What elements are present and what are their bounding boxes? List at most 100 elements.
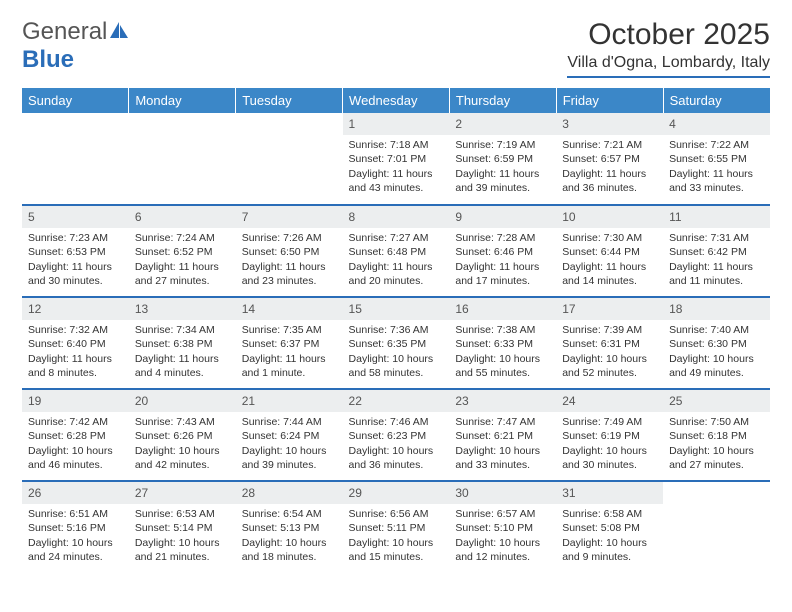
day-number: 28 <box>236 482 343 504</box>
day-number: 4 <box>663 113 770 135</box>
calendar-day: 22Sunrise: 7:46 AMSunset: 6:23 PMDayligh… <box>343 389 450 481</box>
sunset-text: Sunset: 5:13 PM <box>242 521 337 535</box>
calendar-day: 16Sunrise: 7:38 AMSunset: 6:33 PMDayligh… <box>449 297 556 389</box>
calendar-day: 19Sunrise: 7:42 AMSunset: 6:28 PMDayligh… <box>22 389 129 481</box>
daylight-text-2: and 8 minutes. <box>28 366 123 380</box>
calendar-day: 30Sunrise: 6:57 AMSunset: 5:10 PMDayligh… <box>449 481 556 573</box>
sunset-text: Sunset: 6:33 PM <box>455 337 550 351</box>
calendar-table: SundayMondayTuesdayWednesdayThursdayFrid… <box>22 88 770 573</box>
sunrise-text: Sunrise: 7:32 AM <box>28 323 123 337</box>
sunset-text: Sunset: 5:10 PM <box>455 521 550 535</box>
daylight-text: Daylight: 10 hours <box>349 536 444 550</box>
sunrise-text: Sunrise: 7:30 AM <box>562 231 657 245</box>
daylight-text-2: and 49 minutes. <box>669 366 764 380</box>
sunset-text: Sunset: 6:50 PM <box>242 245 337 259</box>
day-body: Sunrise: 7:40 AMSunset: 6:30 PMDaylight:… <box>663 320 770 386</box>
sunrise-text: Sunrise: 7:49 AM <box>562 415 657 429</box>
logo-text-b: Blue <box>22 46 74 73</box>
sunset-text: Sunset: 6:53 PM <box>28 245 123 259</box>
calendar-day: 3Sunrise: 7:21 AMSunset: 6:57 PMDaylight… <box>556 113 663 205</box>
weekday-header: Thursday <box>449 88 556 113</box>
day-body: Sunrise: 7:28 AMSunset: 6:46 PMDaylight:… <box>449 228 556 294</box>
daylight-text: Daylight: 11 hours <box>349 260 444 274</box>
daylight-text-2: and 43 minutes. <box>349 181 444 195</box>
daylight-text: Daylight: 10 hours <box>669 352 764 366</box>
sunset-text: Sunset: 6:23 PM <box>349 429 444 443</box>
daylight-text-2: and 33 minutes. <box>455 458 550 472</box>
day-number: 19 <box>22 390 129 412</box>
daylight-text-2: and 39 minutes. <box>242 458 337 472</box>
daylight-text: Daylight: 11 hours <box>242 352 337 366</box>
daylight-text: Daylight: 10 hours <box>135 444 230 458</box>
logo: General Blue <box>22 18 129 74</box>
sunrise-text: Sunrise: 7:38 AM <box>455 323 550 337</box>
daylight-text-2: and 30 minutes. <box>28 274 123 288</box>
daylight-text-2: and 11 minutes. <box>669 274 764 288</box>
sunset-text: Sunset: 6:24 PM <box>242 429 337 443</box>
day-body: Sunrise: 7:21 AMSunset: 6:57 PMDaylight:… <box>556 135 663 201</box>
sunset-text: Sunset: 6:35 PM <box>349 337 444 351</box>
day-body: Sunrise: 7:23 AMSunset: 6:53 PMDaylight:… <box>22 228 129 294</box>
day-number: 2 <box>449 113 556 135</box>
daylight-text: Daylight: 10 hours <box>28 444 123 458</box>
daylight-text-2: and 33 minutes. <box>669 181 764 195</box>
calendar-day: 1Sunrise: 7:18 AMSunset: 7:01 PMDaylight… <box>343 113 450 205</box>
daylight-text-2: and 42 minutes. <box>135 458 230 472</box>
daylight-text-2: and 27 minutes. <box>669 458 764 472</box>
calendar-day: 8Sunrise: 7:27 AMSunset: 6:48 PMDaylight… <box>343 205 450 297</box>
sunrise-text: Sunrise: 7:34 AM <box>135 323 230 337</box>
sunrise-text: Sunrise: 6:57 AM <box>455 507 550 521</box>
day-number: 25 <box>663 390 770 412</box>
calendar-day: 20Sunrise: 7:43 AMSunset: 6:26 PMDayligh… <box>129 389 236 481</box>
day-body: Sunrise: 7:31 AMSunset: 6:42 PMDaylight:… <box>663 228 770 294</box>
sunrise-text: Sunrise: 7:21 AM <box>562 138 657 152</box>
sunrise-text: Sunrise: 7:26 AM <box>242 231 337 245</box>
day-body: Sunrise: 7:27 AMSunset: 6:48 PMDaylight:… <box>343 228 450 294</box>
sunrise-text: Sunrise: 7:27 AM <box>349 231 444 245</box>
weekday-header: Monday <box>129 88 236 113</box>
day-number: 8 <box>343 206 450 228</box>
daylight-text-2: and 58 minutes. <box>349 366 444 380</box>
weekday-row: SundayMondayTuesdayWednesdayThursdayFrid… <box>22 88 770 113</box>
sunrise-text: Sunrise: 6:58 AM <box>562 507 657 521</box>
calendar-day: 25Sunrise: 7:50 AMSunset: 6:18 PMDayligh… <box>663 389 770 481</box>
daylight-text: Daylight: 10 hours <box>242 536 337 550</box>
daylight-text-2: and 1 minute. <box>242 366 337 380</box>
calendar-day: 17Sunrise: 7:39 AMSunset: 6:31 PMDayligh… <box>556 297 663 389</box>
day-body: Sunrise: 7:24 AMSunset: 6:52 PMDaylight:… <box>129 228 236 294</box>
daylight-text: Daylight: 10 hours <box>349 352 444 366</box>
sunset-text: Sunset: 6:26 PM <box>135 429 230 443</box>
day-number: 16 <box>449 298 556 320</box>
calendar-day: 21Sunrise: 7:44 AMSunset: 6:24 PMDayligh… <box>236 389 343 481</box>
daylight-text: Daylight: 10 hours <box>455 444 550 458</box>
day-body: Sunrise: 7:39 AMSunset: 6:31 PMDaylight:… <box>556 320 663 386</box>
daylight-text-2: and 15 minutes. <box>349 550 444 564</box>
sunset-text: Sunset: 6:37 PM <box>242 337 337 351</box>
day-body: Sunrise: 7:18 AMSunset: 7:01 PMDaylight:… <box>343 135 450 201</box>
daylight-text: Daylight: 11 hours <box>28 260 123 274</box>
calendar-day <box>663 481 770 573</box>
sunrise-text: Sunrise: 7:18 AM <box>349 138 444 152</box>
daylight-text-2: and 36 minutes. <box>562 181 657 195</box>
sunrise-text: Sunrise: 7:44 AM <box>242 415 337 429</box>
weekday-header: Wednesday <box>343 88 450 113</box>
daylight-text: Daylight: 10 hours <box>562 444 657 458</box>
sunset-text: Sunset: 5:11 PM <box>349 521 444 535</box>
day-number: 17 <box>556 298 663 320</box>
day-number: 13 <box>129 298 236 320</box>
sunset-text: Sunset: 6:42 PM <box>669 245 764 259</box>
daylight-text: Daylight: 10 hours <box>242 444 337 458</box>
daylight-text: Daylight: 11 hours <box>562 260 657 274</box>
daylight-text: Daylight: 10 hours <box>562 536 657 550</box>
daylight-text-2: and 12 minutes. <box>455 550 550 564</box>
title-block: October 2025 Villa d'Ogna, Lombardy, Ita… <box>567 18 770 78</box>
sunrise-text: Sunrise: 7:24 AM <box>135 231 230 245</box>
sunrise-text: Sunrise: 6:53 AM <box>135 507 230 521</box>
sunset-text: Sunset: 6:44 PM <box>562 245 657 259</box>
daylight-text-2: and 52 minutes. <box>562 366 657 380</box>
sunset-text: Sunset: 6:21 PM <box>455 429 550 443</box>
calendar-week: 12Sunrise: 7:32 AMSunset: 6:40 PMDayligh… <box>22 297 770 389</box>
calendar-day: 10Sunrise: 7:30 AMSunset: 6:44 PMDayligh… <box>556 205 663 297</box>
sunrise-text: Sunrise: 7:19 AM <box>455 138 550 152</box>
daylight-text-2: and 46 minutes. <box>28 458 123 472</box>
